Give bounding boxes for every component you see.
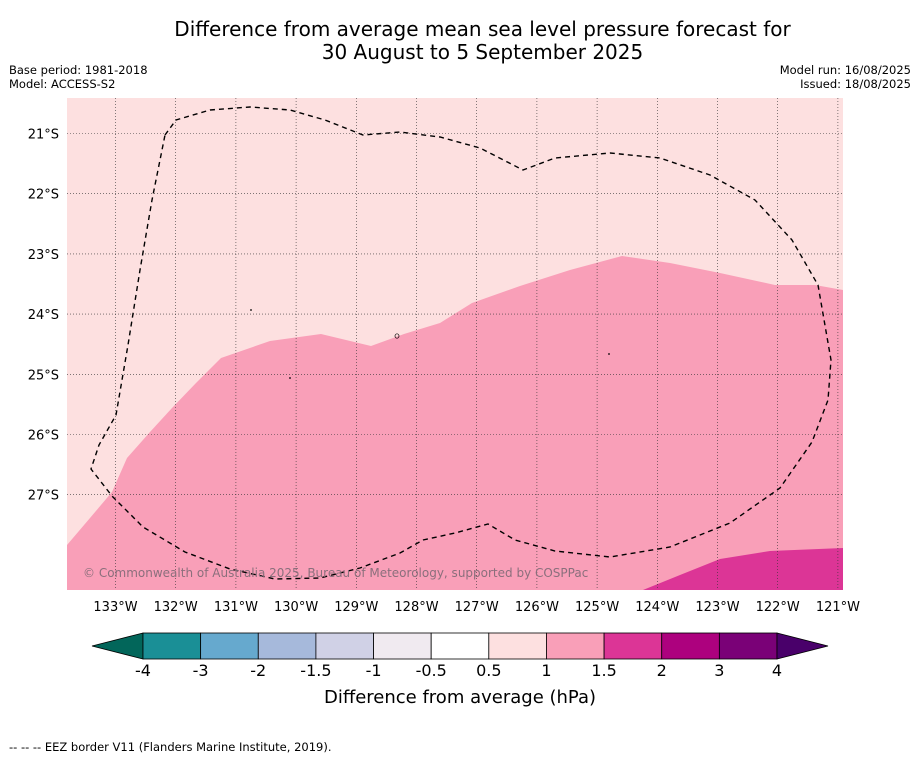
latitude-label: 22°S [28,188,59,203]
title-line-2: 30 August to 5 September 2025 [321,40,644,64]
colorbar-label: Difference from average (hPa) [324,687,596,708]
colorbar-tick-label: 3 [714,661,724,680]
eez-border [90,106,832,580]
colorbar-box [315,632,374,660]
colorbar-box [142,632,202,660]
latitude-label: 25°S [28,368,59,383]
latitude-label: 24°S [28,308,59,323]
longitude-label: 124°W [635,600,679,615]
longitude-label: 128°W [394,600,438,615]
colorbar-tick-label: -4 [135,661,151,680]
colorbar-box [603,632,663,660]
colorbar-box [430,632,490,660]
longitude-label: 130°W [274,600,318,615]
colorbar-box [373,632,432,660]
colorbar: -4 -3 -2 -1.5 -1 -0.5 0.5 1 1.5 2 3 4 Difference fr… [91,632,829,708]
run-info: Model run: 16/08/2025 Issued: 18/08/2025 [780,63,911,91]
map-area: © Commonwealth of Australia 2025, Bureau… [67,98,843,590]
latitude-label: 21°S [28,128,59,143]
colorbar-box [546,632,605,660]
colorbar-tick-label: -3 [193,661,209,680]
colorbar-tick-label: 2 [657,661,667,680]
colorbar-tick-label: -1.5 [300,661,331,680]
model-name: Model: ACCESS-S2 [9,77,116,91]
longitude-label: 123°W [695,600,739,615]
latitude-label: 26°S [28,429,59,444]
longitude-label: 129°W [334,600,378,615]
longitude-label: 126°W [515,600,559,615]
copyright-notice: © Commonwealth of Australia 2025, Bureau… [83,566,588,580]
longitude-label: 133°W [93,600,137,615]
colorbar-box [718,632,778,660]
base-info: Base period: 1981-2018 Model: ACCESS-S2 [9,63,148,91]
longitude-label: 132°W [154,600,198,615]
colorbar-under-arrow [91,632,144,660]
island-markers [250,309,610,379]
colorbar-tick-label: 4 [772,661,782,680]
colorbar-tick-label: -1 [366,661,382,680]
colorbar-over-arrow [776,632,829,660]
colorbar-tick-label: 1 [541,661,551,680]
colorbar-box [661,632,720,660]
latitude-label: 27°S [28,489,59,504]
longitude-label: 127°W [455,600,499,615]
issued-date: Issued: 18/08/2025 [800,77,911,91]
model-run: Model run: 16/08/2025 [779,63,911,77]
colorbar-tick-label: -2 [250,661,266,680]
graticule [67,98,843,590]
title-line-1: Difference from average mean sea level p… [174,17,791,41]
latitude-labels: 21°S 22°S 23°S 24°S 25°S 26°S 27°S [28,128,59,504]
colorbar-tick-label: 1.5 [591,661,616,680]
eez-footer-note: -- -- -- EEZ border V11 (Flanders Marine… [9,740,332,754]
longitude-label: 121°W [816,600,860,615]
base-period: Base period: 1981-2018 [9,63,148,77]
colorbar-tick-label: 0.5 [476,661,501,680]
colorbar-box [200,632,259,660]
region-1.5-to-2 [643,548,843,590]
chart-title: Difference from average mean sea level p… [0,18,919,64]
colorbar-box [488,632,547,660]
colorbar-ticks: -4 -3 -2 -1.5 -1 -0.5 0.5 1 1.5 2 3 4 [135,661,782,680]
longitude-labels: 133°W 132°W 131°W 130°W 129°W 128°W 127°W 126°W… [93,600,860,615]
colorbar-box [257,632,317,660]
colorbar-tick-label: -0.5 [416,661,447,680]
longitude-label: 131°W [214,600,258,615]
latitude-label: 23°S [28,248,59,263]
colorbar-boxes [142,632,778,660]
longitude-label: 122°W [756,600,800,615]
longitude-label: 125°W [575,600,619,615]
region-1-to-1.5 [67,256,843,590]
